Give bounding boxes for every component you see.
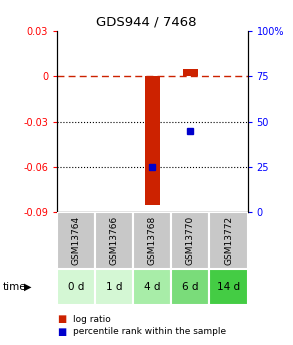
Text: GSM13764: GSM13764 — [72, 216, 81, 265]
Text: GSM13772: GSM13772 — [224, 216, 233, 265]
Text: time: time — [3, 282, 27, 292]
Text: percentile rank within the sample: percentile rank within the sample — [73, 327, 226, 336]
Text: GDS944 / 7468: GDS944 / 7468 — [96, 16, 197, 29]
FancyBboxPatch shape — [57, 269, 95, 305]
Text: 6 d: 6 d — [182, 282, 199, 292]
Text: GSM13766: GSM13766 — [110, 216, 119, 265]
Text: 1 d: 1 d — [106, 282, 122, 292]
FancyBboxPatch shape — [171, 212, 209, 269]
FancyBboxPatch shape — [171, 269, 209, 305]
FancyBboxPatch shape — [133, 269, 171, 305]
Text: 14 d: 14 d — [217, 282, 240, 292]
Text: log ratio: log ratio — [73, 315, 111, 324]
Text: GSM13770: GSM13770 — [186, 216, 195, 265]
Text: ■: ■ — [57, 327, 67, 337]
FancyBboxPatch shape — [133, 212, 171, 269]
FancyBboxPatch shape — [209, 212, 248, 269]
Text: 0 d: 0 d — [68, 282, 84, 292]
Bar — [145, 76, 160, 205]
Text: 4 d: 4 d — [144, 282, 161, 292]
FancyBboxPatch shape — [57, 212, 95, 269]
Text: ■: ■ — [57, 314, 67, 324]
Text: GSM13768: GSM13768 — [148, 216, 157, 265]
FancyBboxPatch shape — [209, 269, 248, 305]
Bar — [183, 69, 198, 76]
FancyBboxPatch shape — [95, 269, 133, 305]
Text: ▶: ▶ — [24, 282, 32, 292]
FancyBboxPatch shape — [95, 212, 133, 269]
